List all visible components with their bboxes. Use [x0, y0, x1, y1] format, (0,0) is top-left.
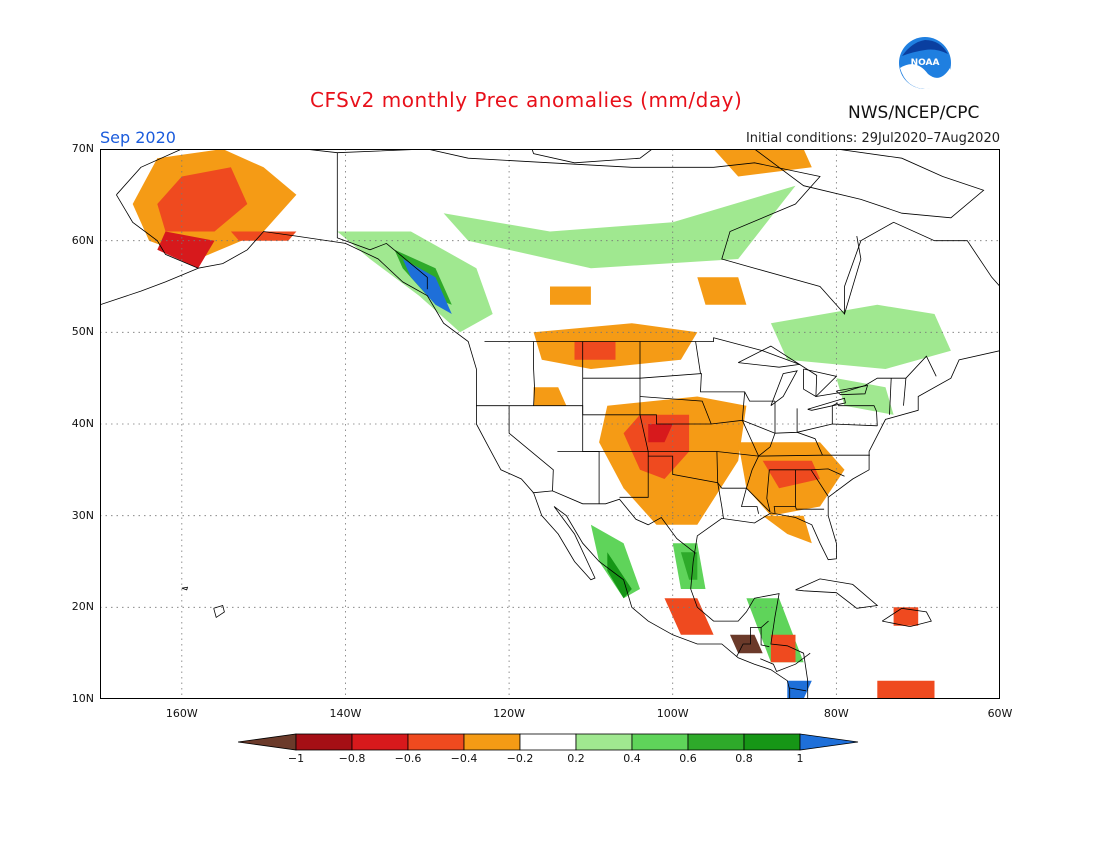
- coastline: [695, 341, 701, 374]
- coastline: [807, 397, 846, 411]
- colorbar: [238, 733, 859, 751]
- coastline: [116, 194, 791, 699]
- coastline: [810, 469, 829, 497]
- anomaly-region: [574, 341, 616, 360]
- colorbar-swatch: [463, 733, 521, 751]
- longitude-label: 140W: [329, 707, 362, 720]
- colorbar-max-arrow: [799, 733, 859, 751]
- coastline: [116, 149, 1000, 699]
- latitude-label: 50N: [71, 325, 94, 339]
- coastline: [533, 341, 535, 406]
- anomaly-region: [550, 286, 591, 305]
- forecast-month: Sep 2020: [100, 128, 176, 147]
- anomaly-region: [770, 634, 796, 663]
- colorbar-tick-label: −0.6: [394, 752, 422, 765]
- coastline: [795, 578, 879, 609]
- initial-conditions: Initial conditions: 29Jul2020–7Aug2020: [745, 131, 1000, 146]
- coastline: [796, 408, 823, 456]
- latitude-label: 30N: [71, 508, 94, 522]
- coastline: [789, 687, 807, 692]
- coastline: [773, 469, 796, 513]
- colorbar-min-arrow: [238, 733, 297, 751]
- colorbar-tick-label: 0.8: [735, 752, 753, 765]
- coastline: [508, 405, 554, 491]
- coastline: [736, 620, 769, 657]
- coastline: [557, 451, 870, 457]
- coastline: [639, 373, 775, 402]
- coastline: [766, 469, 771, 513]
- longitude-label: 160W: [165, 707, 198, 720]
- organization-label: NWS/NCEP/CPC: [848, 103, 980, 123]
- anomaly-region: [648, 424, 673, 443]
- coastline: [889, 378, 892, 415]
- latitude-label: 60N: [71, 233, 94, 247]
- anomaly-region: [443, 185, 796, 269]
- latitude-label: 20N: [71, 600, 94, 614]
- colorbar-swatch: [519, 733, 577, 751]
- coastline: [532, 490, 696, 554]
- colorbar-swatch: [631, 733, 689, 751]
- coastline: [760, 652, 811, 673]
- anomaly-region: [770, 304, 951, 369]
- anomaly-region: [893, 607, 919, 626]
- colorbar-tick-label: 0.2: [567, 752, 585, 765]
- coastline: [181, 586, 189, 591]
- coastline: [795, 506, 825, 510]
- coastline: [336, 152, 428, 290]
- anomaly-region: [762, 460, 820, 489]
- colorbar-swatch: [687, 733, 745, 751]
- anomaly-region: [664, 598, 714, 635]
- logo-text: NOAA: [911, 58, 940, 68]
- noaa-logo-icon: NOAA: [897, 35, 953, 91]
- longitude-label: 60W: [987, 707, 1013, 720]
- anomaly-region: [230, 231, 297, 241]
- colorbar-tick-label: −1: [287, 752, 305, 765]
- anomaly-region: [533, 387, 567, 406]
- anomaly-region: [590, 524, 640, 599]
- coastline: [100, 267, 199, 306]
- latitude-label: 70N: [71, 142, 94, 155]
- colorbar-tick-label: 0.6: [679, 752, 697, 765]
- coastline: [758, 401, 776, 457]
- colorbar-tick-label: 0.4: [623, 752, 641, 765]
- coastline: [754, 149, 985, 219]
- colorbar-swatch: [743, 733, 801, 751]
- longitude-label: 100W: [656, 707, 689, 720]
- coastline: [770, 370, 798, 407]
- coastline: [213, 604, 225, 619]
- coastline: [716, 451, 724, 519]
- coastline: [903, 378, 907, 406]
- anomaly-region: [877, 680, 935, 699]
- chart-title: CFSv2 monthly Prec anomalies (mm/day): [310, 88, 743, 112]
- coastline: [836, 384, 869, 396]
- colorbar-swatch: [351, 733, 409, 751]
- latitude-label: 40N: [71, 417, 94, 430]
- coastline: [838, 405, 878, 426]
- colorbar-tick-label: −0.2: [506, 752, 534, 765]
- anomaly-region: [157, 167, 248, 232]
- longitude-label: 120W: [493, 707, 526, 720]
- coastline: [844, 236, 862, 315]
- colorbar-tick-label: −0.4: [450, 752, 478, 765]
- latitude-label: 10N: [71, 692, 94, 705]
- colorbar-swatch: [295, 733, 353, 751]
- coastline: [639, 396, 712, 425]
- precipitation-anomaly-map: [100, 149, 1000, 699]
- coastlines: [100, 149, 1000, 699]
- coastline: [831, 402, 839, 424]
- coastline: [740, 391, 760, 514]
- longitude-label: 80W: [823, 707, 849, 720]
- colorbar-tick-label: −0.8: [338, 752, 366, 765]
- colorbar-swatch: [575, 733, 633, 751]
- colorbar-tick-label: 1: [796, 752, 804, 765]
- coastline: [760, 627, 770, 648]
- coastline: [881, 607, 932, 628]
- anomaly-region: [697, 277, 747, 305]
- anomaly-region: [762, 515, 812, 544]
- coastline: [531, 149, 653, 164]
- coastline: [582, 341, 600, 504]
- colorbar-swatch: [407, 733, 465, 751]
